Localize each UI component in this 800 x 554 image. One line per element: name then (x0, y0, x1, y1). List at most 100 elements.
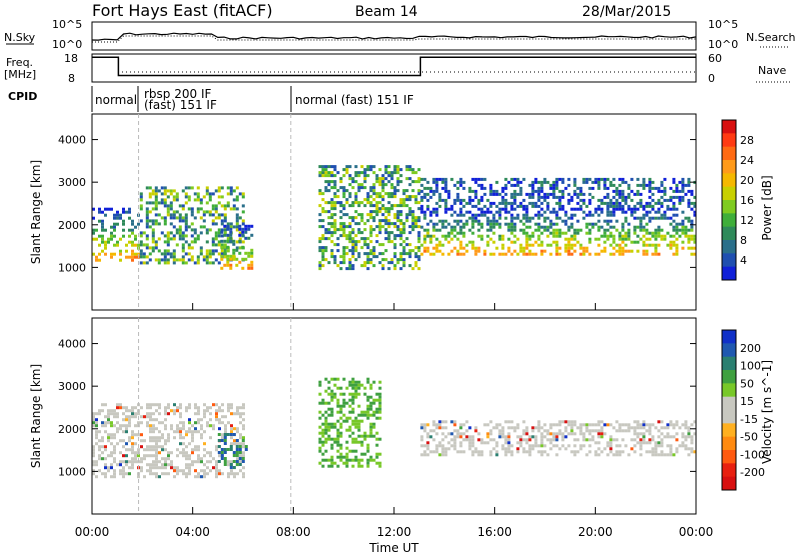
power-cell (672, 207, 676, 211)
power-cell (510, 231, 514, 235)
velocity-cell (104, 463, 107, 467)
power-cell (333, 168, 337, 172)
power-cell (498, 216, 502, 220)
power-cell (618, 177, 622, 181)
power-cell (492, 222, 496, 226)
velocity-cell (98, 448, 101, 452)
velocity-cell (333, 377, 337, 381)
velocity-cell (525, 426, 529, 430)
power-cell (423, 228, 427, 232)
power-cell (675, 189, 679, 193)
nave-tick-0: 0 (708, 72, 715, 85)
power-cell (672, 201, 676, 205)
power-cell (651, 234, 655, 238)
power-cell (327, 174, 331, 178)
power-cell (184, 219, 188, 223)
velocity-cell (570, 450, 574, 454)
power-cell (429, 252, 433, 256)
power-cell (612, 207, 616, 211)
power-cell (612, 204, 616, 208)
power-cell (444, 234, 448, 238)
velocity-cell (468, 441, 472, 445)
power-cell (441, 198, 445, 202)
velocity-cell (128, 472, 131, 476)
power-cell (570, 222, 574, 226)
velocity-cell (552, 438, 556, 442)
power-cell (492, 225, 496, 229)
velocity-cell (585, 423, 589, 427)
power-cell (552, 180, 556, 184)
power-cell (163, 192, 167, 196)
velocity-cell (354, 455, 358, 459)
power-colorbar-cell (722, 266, 736, 281)
velocity-cell (122, 412, 125, 416)
power-cell (477, 246, 481, 250)
power-cell (585, 249, 589, 253)
power-cell (235, 216, 239, 220)
velocity-cell (209, 451, 212, 455)
power-cell (384, 222, 388, 226)
velocity-cell (366, 413, 370, 417)
velocity-cell (597, 420, 601, 424)
velocity-cell (642, 420, 646, 424)
power-cell (214, 189, 218, 193)
power-cell (561, 192, 565, 196)
power-cell (501, 189, 505, 193)
velocity-cell (363, 392, 367, 396)
power-cell (232, 248, 236, 252)
power-cell (363, 222, 367, 226)
power-cell (411, 225, 415, 229)
velocity-cell (600, 420, 604, 424)
power-cell (110, 231, 113, 235)
power-cell (489, 186, 493, 190)
power-cell (232, 251, 236, 255)
velocity-cell (164, 463, 167, 467)
power-cell (570, 225, 574, 229)
velocity-cell (372, 434, 376, 438)
power-cell (163, 186, 167, 190)
velocity-cell (471, 444, 475, 448)
power-cell (139, 204, 143, 208)
power-cell (594, 237, 598, 241)
power-cell (360, 237, 364, 241)
power-cell (217, 240, 221, 244)
velocity-colorbar-cell (722, 343, 736, 358)
velocity-cell (426, 447, 430, 451)
power-cell (378, 168, 382, 172)
power-cell (160, 192, 164, 196)
power-cell (438, 198, 442, 202)
power-cell (654, 243, 658, 247)
power-ytick-label-3: 4000 (58, 134, 86, 147)
power-cell (199, 246, 203, 250)
power-cell (163, 234, 167, 238)
power-cell (351, 219, 355, 223)
power-cell (483, 186, 487, 190)
velocity-cell (603, 447, 607, 451)
power-cell (603, 195, 607, 199)
velocity-cell (582, 435, 586, 439)
velocity-cell (131, 463, 134, 467)
power-cell (480, 237, 484, 241)
power-cell (241, 233, 245, 237)
power-cell (339, 201, 343, 205)
power-cell (687, 216, 691, 220)
power-cell (217, 261, 221, 265)
power-cell (420, 243, 424, 247)
velocity-cell (143, 415, 146, 419)
power-cell (627, 183, 631, 187)
power-cell (609, 198, 613, 202)
velocity-cell (357, 380, 361, 384)
velocity-ytick-label-0: 1000 (58, 465, 86, 478)
power-cell (122, 234, 125, 238)
power-cell (187, 252, 191, 256)
velocity-cell (122, 418, 125, 422)
velocity-cell (372, 425, 376, 429)
power-cell (145, 246, 149, 250)
power-cell (558, 195, 562, 199)
power-cell (333, 258, 337, 262)
power-cell (534, 204, 538, 208)
velocity-cell (543, 435, 547, 439)
power-cell (345, 198, 349, 202)
velocity-cell (369, 455, 373, 459)
power-cell (381, 243, 385, 247)
